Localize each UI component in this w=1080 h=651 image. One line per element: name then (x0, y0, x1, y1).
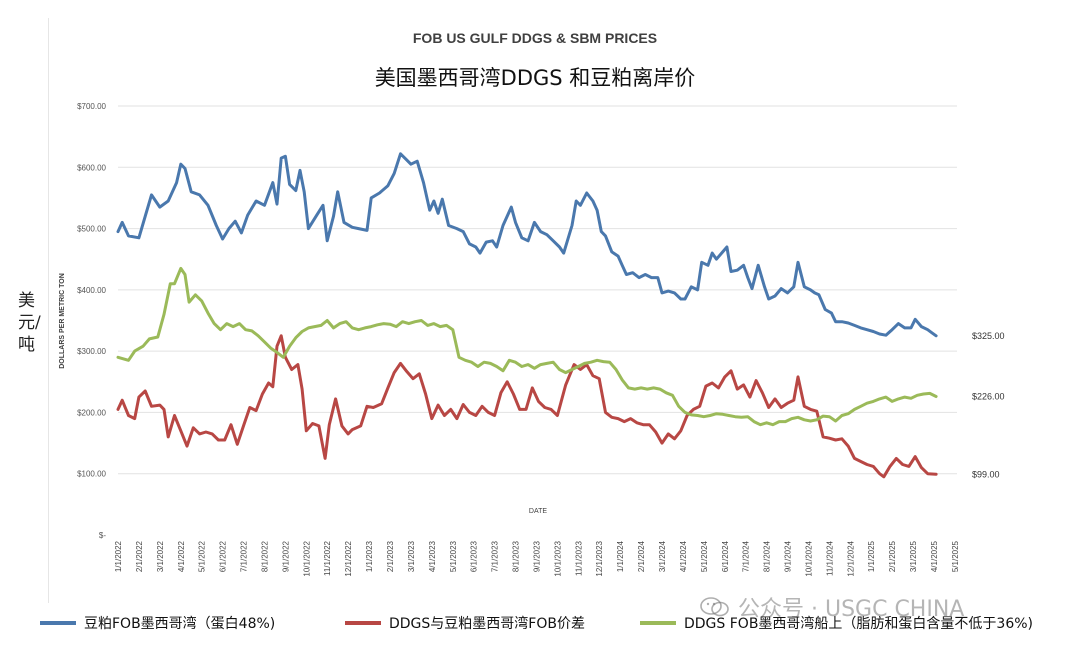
x-tick-label: 9/1/2023 (532, 540, 541, 572)
x-tick-label: 5/1/2024 (700, 540, 709, 572)
legend-label-ddgs: DDGS FOB墨西哥湾船上（脂肪和蛋白含量不低于36%) (684, 616, 1034, 632)
y-tick-labels: $- $100.00 $200.00 $300.00 $400.00 $500.00 $60… (77, 102, 106, 540)
x-tick-label: 3/1/2024 (658, 540, 667, 572)
series-lines (116, 152, 938, 479)
x-tick-label: 10/1/2022 (302, 540, 311, 576)
x-tick-label: 4/1/2023 (428, 540, 437, 572)
legend-label-sbm: 豆粕FOB墨西哥湾（蛋白48%) (84, 616, 276, 632)
x-tick-label: 1/1/2024 (616, 540, 625, 572)
x-tick-label: 7/1/2024 (742, 540, 751, 572)
x-tick-label: 6/1/2023 (470, 540, 479, 572)
x-tick-label: 8/1/2024 (763, 540, 772, 572)
x-tick-label: 10/1/2024 (804, 540, 813, 576)
chart-title-en: FOB US GULF DDGS & SBM PRICES (412, 30, 658, 46)
x-tick-label: 7/1/2023 (491, 540, 500, 572)
x-tick-label: 12/1/2023 (595, 540, 604, 576)
x-tick-label: 1/1/2025 (867, 540, 876, 572)
x-tick-label: 5/1/2023 (449, 540, 458, 572)
y-tick-label: $200.00 (77, 408, 106, 417)
chart-frame (48, 18, 999, 603)
x-tick-label: 7/1/2022 (240, 540, 249, 572)
x-tick-label: 2/1/2025 (888, 540, 897, 572)
y-tick-label: $300.00 (77, 347, 106, 356)
x-tick-label: 10/1/2023 (553, 540, 562, 576)
x-tick-label: 3/1/2025 (909, 540, 918, 572)
series-line-2 (116, 266, 938, 427)
legend-swatch-ddgs (640, 621, 676, 625)
x-tick-label: 8/1/2023 (512, 540, 521, 572)
series-line-0 (116, 152, 938, 338)
y-tick-label: $500.00 (77, 225, 106, 234)
y-tick-label: $100.00 (77, 470, 106, 479)
x-tick-label: 9/1/2022 (281, 540, 290, 572)
legend-item-sbm: 豆粕FOB墨西哥湾（蛋白48%) (40, 608, 275, 638)
wechat-icon (700, 597, 729, 617)
x-tick-label: 4/1/2024 (679, 540, 688, 572)
x-tick-label: 11/1/2023 (574, 540, 583, 576)
x-tick-label: 3/1/2023 (407, 540, 416, 572)
x-tick-label: 2/1/2023 (386, 540, 395, 572)
x-tick-label: 1/1/2022 (114, 540, 123, 572)
x-tick-label: 2/1/2024 (637, 540, 646, 572)
x-tick-label: 9/1/2024 (784, 540, 793, 572)
end-label-2: $226.00 (972, 391, 1005, 401)
x-tick-label: 1/1/2023 (365, 540, 374, 572)
y-axis-label-cn: 美元/吨 (18, 291, 41, 355)
legend-label-spread: DDGS与豆粕墨西哥湾FOB价差 (389, 616, 585, 632)
x-tick-label: 4/1/2022 (177, 540, 186, 572)
x-tick-label: 4/1/2025 (930, 540, 939, 572)
y-tick-label: $600.00 (77, 163, 106, 172)
x-tick-label: 6/1/2024 (721, 540, 730, 572)
end-value-labels: $325.00 $99.00 $226.00 (972, 331, 1005, 480)
y-tick-label: $700.00 (77, 102, 106, 111)
x-tick-label: 11/1/2024 (825, 540, 834, 576)
watermark-text: 公众号 · USGC CHINA (738, 597, 965, 622)
y-tick-label: $400.00 (77, 286, 106, 295)
legend-item-ddgs: DDGS FOB墨西哥湾船上（脂肪和蛋白含量不低于36%) (640, 608, 1033, 638)
legend-swatch-spread (345, 621, 381, 625)
end-label-1: $99.00 (972, 469, 1000, 479)
legend-item-spread: DDGS与豆粕墨西哥湾FOB价差 (345, 608, 585, 638)
x-tick-label: 12/1/2022 (344, 540, 353, 576)
x-tick-label: 11/1/2022 (323, 540, 332, 576)
grid-lines (118, 105, 957, 475)
x-axis-label: DATE (529, 508, 547, 515)
x-tick-label: 2/1/2022 (135, 540, 144, 572)
y-tick-label: $- (99, 531, 106, 540)
x-tick-label: 3/1/2022 (156, 540, 165, 572)
x-tick-label: 5/1/2022 (198, 540, 207, 572)
x-tick-label: 8/1/2022 (260, 540, 269, 572)
watermark: 公众号 · USGC CHINA (700, 591, 964, 623)
y-axis-label: DOLLARS PER METRIC TON (59, 273, 66, 369)
chart-legend: 豆粕FOB墨西哥湾（蛋白48%) DDGS与豆粕墨西哥湾FOB价差 DDGS F… (0, 608, 1080, 638)
x-tick-label: 5/1/2025 (951, 540, 960, 572)
x-tick-label: 12/1/2024 (846, 540, 855, 576)
chart-title-cn: 美国墨西哥湾DDGS 和豆粕离岸价 (374, 66, 696, 90)
legend-swatch-sbm (40, 621, 76, 625)
end-label-0: $325.00 (972, 331, 1005, 341)
x-tick-labels: 1/1/2022 2/1/2022 3/1/2022 4/1/2022 5/1/2022… (114, 540, 960, 576)
x-tick-label: 6/1/2022 (219, 540, 228, 572)
series-line-1 (116, 334, 938, 479)
